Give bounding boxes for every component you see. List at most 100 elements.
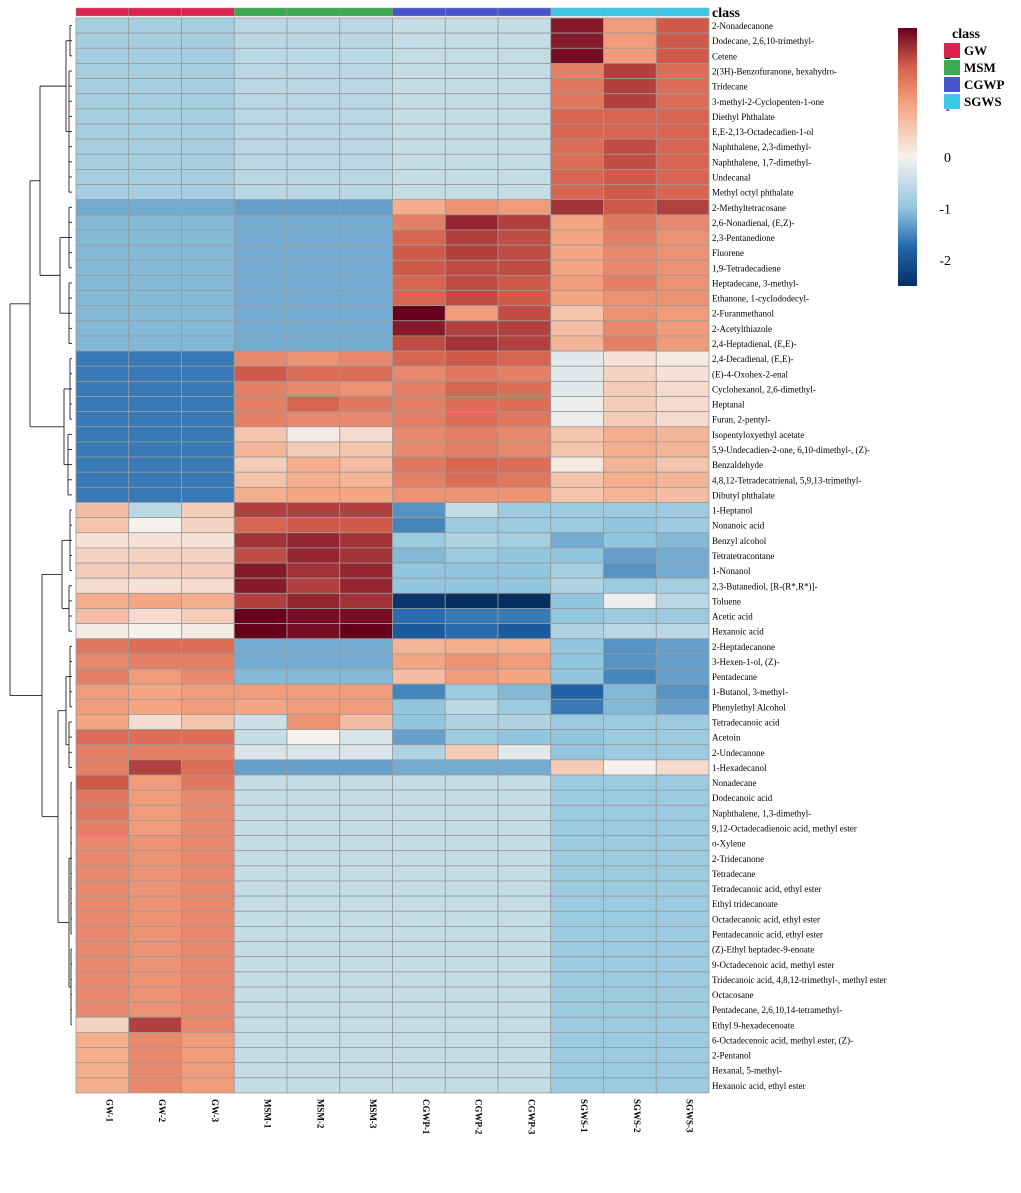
row-label: Cetene: [712, 51, 737, 61]
heatmap-cell: [392, 214, 446, 231]
heatmap-cell: [233, 1031, 288, 1048]
heatmap-cell: [392, 259, 446, 276]
heatmap-cell: [497, 108, 552, 125]
heatmap-cell: [128, 1077, 182, 1094]
heatmap-cell: [233, 153, 288, 170]
row-label: Nonanoic acid: [712, 521, 765, 531]
heatmap-cell: [286, 1077, 341, 1094]
heatmap-cell: [286, 1001, 341, 1018]
heatmap-cell: [128, 93, 182, 110]
column-label: SGWS-3: [685, 1099, 695, 1133]
heatmap-cell: [128, 608, 182, 625]
heatmap-cell: [75, 517, 130, 534]
heatmap-cell: [233, 804, 288, 821]
heatmap-cell: [392, 305, 446, 322]
heatmap-cell: [603, 380, 657, 397]
class-cell-CGWP-1: [392, 7, 446, 17]
heatmap-cell: [655, 168, 710, 185]
heatmap-cell: [286, 259, 341, 276]
heatmap-cell: [181, 380, 235, 397]
heatmap-cell: [444, 1031, 499, 1048]
heatmap-cell: [655, 426, 710, 443]
heatmap-cell: [339, 714, 393, 730]
heatmap-cell: [550, 956, 604, 973]
heatmap-cell: [128, 411, 182, 428]
heatmap-cell: [497, 774, 552, 791]
heatmap-cell: [339, 895, 393, 912]
heatmap-cell: [444, 517, 499, 534]
heatmap-cell: [128, 941, 182, 958]
heatmap-cell: [286, 274, 341, 291]
heatmap-cell: [497, 1062, 552, 1079]
heatmap-cell: [392, 956, 446, 973]
heatmap-cell: [286, 850, 341, 867]
heatmap-cell: [392, 502, 446, 519]
heatmap-cell: [339, 93, 393, 110]
row-label: 3-Hexen-1-ol, (Z)-: [712, 657, 779, 667]
row-label: 5,9-Undecadien-2-one, 6,10-dimethyl-, (Z…: [712, 445, 870, 455]
heatmap-cell: [75, 547, 130, 564]
heatmap-cell: [603, 78, 657, 95]
heatmap-cell: [497, 17, 552, 34]
heatmap-cell: [655, 153, 710, 170]
heatmap-cell: [550, 350, 604, 367]
heatmap-cell: [444, 78, 499, 95]
heatmap-cell: [75, 910, 130, 927]
heatmap-cell: [603, 638, 657, 655]
heatmap-cell: [603, 956, 657, 973]
heatmap-cell: [497, 396, 552, 413]
heatmap-cell: [339, 199, 393, 216]
heatmap-cell: [286, 32, 341, 49]
heatmap-cell: [181, 17, 235, 34]
heatmap-cell: [392, 350, 446, 367]
class-cell-GW-2: [128, 7, 182, 17]
heatmap-cell: [603, 123, 657, 140]
heatmap-cell: [392, 123, 446, 140]
column-label: MSM-3: [368, 1099, 378, 1129]
heatmap-cell: [286, 320, 341, 337]
heatmap-cell: [339, 547, 393, 564]
heatmap-cell: [181, 608, 235, 625]
heatmap-cell: [497, 608, 552, 625]
heatmap-cell: [339, 108, 393, 125]
heatmap-cell: [603, 910, 657, 927]
heatmap-cell: [286, 683, 341, 700]
heatmap-cell: [550, 244, 604, 261]
heatmap-cell: [75, 926, 130, 942]
heatmap-cell: [655, 502, 710, 519]
heatmap-cell: [339, 956, 393, 973]
heatmap-cell: [655, 729, 710, 746]
heatmap-cell: [655, 547, 710, 564]
heatmap-cell: [75, 865, 130, 882]
heatmap-cell: [339, 1031, 393, 1048]
class-cell-GW-1: [75, 7, 129, 17]
heatmap-cell: [497, 47, 552, 64]
heatmap-cell: [286, 138, 341, 155]
heatmap-cell: [392, 78, 446, 95]
heatmap-cell: [339, 865, 393, 882]
heatmap-cell: [655, 653, 710, 670]
heatmap-cell: [392, 926, 446, 942]
heatmap-cell: [181, 835, 235, 852]
heatmap-cell: [181, 259, 235, 276]
color-scale-bar: [898, 28, 917, 286]
row-label: Tridecanoic acid, 4,8,12-trimethyl-, met…: [712, 975, 887, 985]
heatmap-cell: [655, 199, 710, 216]
heatmap-cell: [128, 1001, 182, 1018]
heatmap-cell: [339, 259, 393, 276]
heatmap-cell: [181, 153, 235, 170]
heatmap-cell: [181, 592, 235, 609]
color-scale-legend: 210-1-2: [898, 28, 951, 286]
row-label: Tetratetracontane: [712, 551, 774, 561]
heatmap-cell: [550, 305, 604, 322]
heatmap-cell: [339, 214, 393, 231]
heatmap-cell: [603, 214, 657, 231]
heatmap-cell: [128, 290, 182, 307]
heatmap-cell: [444, 714, 499, 730]
heatmap-cell: [233, 517, 288, 534]
heatmap-cell: [128, 895, 182, 912]
heatmap-cell: [339, 971, 393, 988]
heatmap-cell: [75, 199, 130, 216]
heatmap-cell: [128, 244, 182, 261]
heatmap-cell: [550, 108, 604, 125]
